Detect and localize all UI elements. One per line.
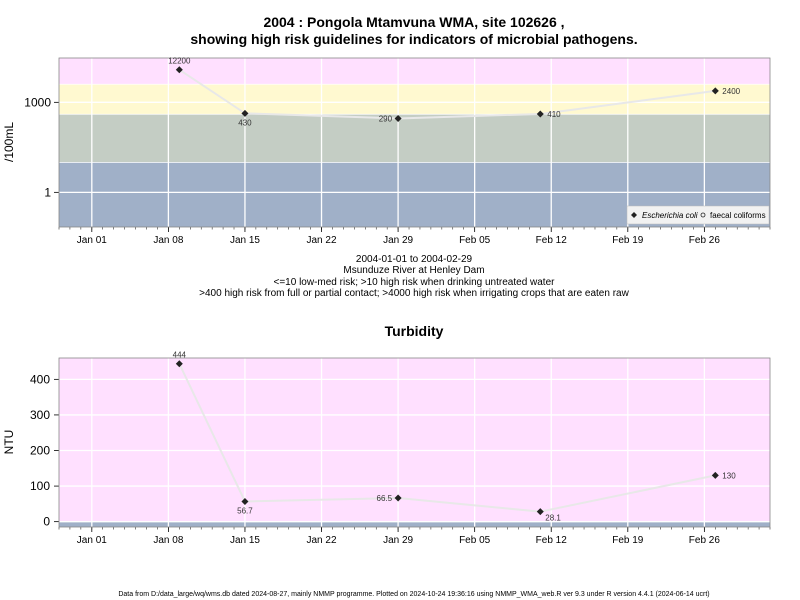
chart2-y-tick-label: 400: [30, 372, 50, 386]
chart1-data-point: [175, 66, 183, 74]
chart1-x-tick-label: Feb 05: [459, 235, 491, 246]
chart1-x-tick-label: Jan 01: [77, 235, 107, 246]
chart2-data-label: 66.5: [377, 494, 393, 503]
chart1-date-range: 2004-01-01 to 2004-02-29: [356, 254, 473, 265]
chart2-x-tick-label: Feb 12: [536, 535, 568, 546]
chart1-x-tick-label: Feb 19: [612, 235, 644, 246]
chart1-title-line1: 2004 : Pongola Mtamvuna WMA, site 102626…: [263, 14, 564, 30]
chart1-x-tick-label: Jan 22: [307, 235, 337, 246]
chart2-x-tick-label: Feb 26: [689, 535, 721, 546]
chart1-y-axis-label: /100mL: [2, 122, 16, 162]
chart2-x-tick-label: Jan 29: [383, 535, 413, 546]
chart2-y-tick-label: 100: [30, 479, 50, 493]
chart2-y-tick-label: 0: [43, 515, 50, 529]
chart1-data-point: [711, 87, 719, 95]
chart2-y-axis-label: NTU: [2, 430, 16, 455]
chart1-plot-area: Jan 01 Jan 08 Jan 15 Jan 22 Jan 29 Feb 05 Feb …: [24, 57, 771, 246]
chart2-x-tick-label: Feb 05: [459, 535, 491, 546]
chart1-risk-band-3: [59, 58, 770, 85]
chart2-x-tick-label: Jan 01: [77, 535, 107, 546]
chart1-site-name: Msunduze River at Henley Dam: [343, 265, 484, 276]
chart1-y-tick-label: 1: [44, 185, 51, 199]
chart1-x-tick-label: Jan 29: [383, 235, 413, 246]
chart1-data-label: 410: [547, 110, 561, 119]
chart1-data-label: 430: [238, 118, 252, 127]
legend-faecal-marker: [700, 212, 706, 218]
legend-ecoli-label: Escherichia coli: [642, 211, 698, 220]
chart1-data-point: [394, 114, 402, 122]
chart1-legend: Escherichia coli faecal coliforms: [626, 205, 770, 225]
chart1-x-tick-label: Jan 15: [230, 235, 260, 246]
chart2-data-point: [175, 360, 183, 368]
chart2-data-label: 130: [722, 471, 736, 480]
chart2-x-tick-label: Jan 15: [230, 535, 260, 546]
chart2-data-point: [536, 508, 544, 516]
chart1-data-label: 290: [379, 114, 393, 123]
legend-faecal-label: faecal coliforms: [710, 211, 766, 220]
chart2-x-tick-label: Feb 19: [612, 535, 644, 546]
footer-note: Data from D:/data_large/wq/wms.db dated …: [118, 591, 709, 598]
chart2-title: Turbidity: [385, 323, 444, 339]
chart2-y-tick-label: 300: [30, 408, 50, 422]
chart2-data-label: 56.7: [237, 506, 253, 515]
chart1-frame: [58, 57, 771, 228]
chart2-risk-band-1: [59, 358, 770, 522]
chart2-data-point: [711, 471, 719, 479]
chart2-y-tick-label: 200: [30, 444, 50, 458]
chart2-plot-area: Jan 01 Jan 08 Jan 15 Jan 22 Jan 29 Feb 05 Feb …: [30, 351, 771, 546]
chart2-frame: [58, 357, 771, 528]
chart1-data-point: [241, 109, 249, 117]
chart1-data-label: 2400: [722, 87, 740, 96]
chart1-data-point: [536, 110, 544, 118]
chart2-data-label: 28.1: [545, 514, 561, 523]
chart1-guideline-drinking: <=10 low-med risk; >10 high risk when dr…: [274, 277, 556, 288]
chart2-data-label: 444: [173, 351, 187, 360]
chart1-data-label: 12200: [168, 57, 191, 66]
chart1-title-line2: showing high risk guidelines for indicat…: [190, 31, 637, 47]
chart2-data-point: [394, 494, 402, 502]
chart1-guideline-contact: >400 high risk from full or partial cont…: [199, 288, 629, 299]
chart1-risk-band-2: [59, 84, 770, 115]
chart1-risk-band-1: [59, 114, 770, 163]
chart1-x-tick-label: Feb 26: [689, 235, 721, 246]
chart2-x-tick-label: Jan 08: [153, 535, 183, 546]
chart2-risk-band-0: [59, 521, 770, 527]
chart2-x-tick-label: Jan 22: [307, 535, 337, 546]
chart1-x-tick-label: Jan 08: [153, 235, 183, 246]
chart2-data-point: [241, 497, 249, 505]
legend-ecoli-marker: [631, 212, 637, 218]
chart1-y-tick-label: 1000: [24, 95, 51, 109]
chart1-x-tick-label: Feb 12: [536, 235, 568, 246]
